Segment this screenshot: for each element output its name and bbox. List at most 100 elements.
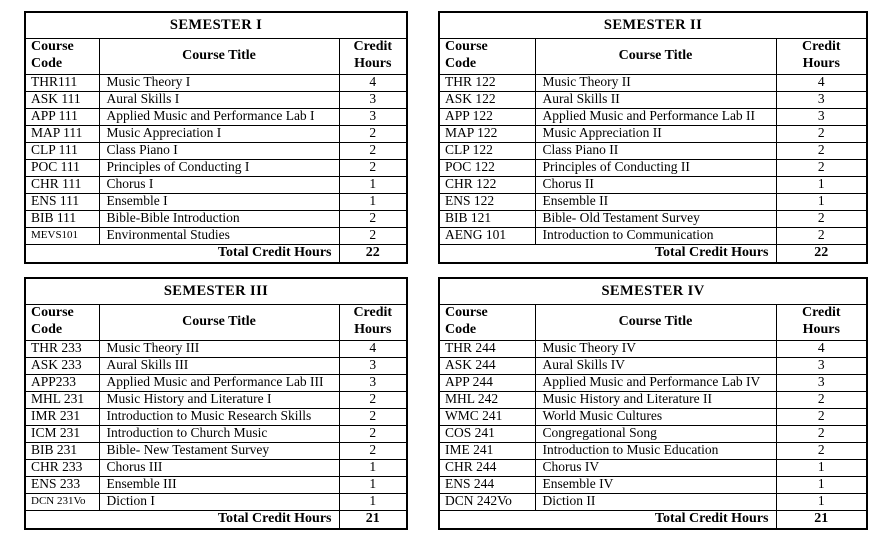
credit-hours-cell: 2 — [775, 124, 868, 143]
credit-hours-cell: 3 — [775, 356, 868, 375]
course-title-cell: Chorus I — [98, 175, 340, 194]
course-title-cell: Applied Music and Performance Lab III — [98, 373, 340, 392]
credit-hours-cell: 2 — [338, 141, 408, 160]
course-row: CLP 122 Class Piano II 2 — [438, 141, 868, 160]
credit-hours-cell: 1 — [338, 175, 408, 194]
course-code-cell: ASK 122 — [438, 90, 536, 109]
column-header-course-title: Course Title — [98, 37, 340, 75]
course-row: IME 241 Introduction to Music Education 2 — [438, 441, 868, 460]
credit-hours-cell: 2 — [338, 124, 408, 143]
column-header-course-code-text: Course Code — [31, 39, 74, 71]
credit-hours-cell: 2 — [338, 390, 408, 409]
course-title-cell: Bible- New Testament Survey — [98, 441, 340, 460]
course-title-cell: Applied Music and Performance Lab I — [98, 107, 340, 126]
credit-hours-cell: 4 — [775, 339, 868, 358]
course-title-cell: Bible-Bible Introduction — [98, 209, 340, 228]
course-title-cell: Chorus II — [534, 175, 777, 194]
credit-hours-cell: 2 — [775, 424, 868, 443]
credit-hours-cell: 2 — [775, 209, 868, 228]
course-row: MHL 242 Music History and Literature II 2 — [438, 390, 868, 409]
course-row: POC 122 Principles of Conducting II 2 — [438, 158, 868, 177]
credit-hours-cell: 3 — [775, 107, 868, 126]
total-credit-hours-label: Total Credit Hours — [438, 243, 777, 264]
column-header-course-code: Course Code — [24, 37, 100, 75]
column-header-credit-hours-text: Credit Hours — [801, 305, 841, 337]
course-title-cell: Introduction to Music Research Skills — [98, 407, 340, 426]
course-title-cell: Chorus IV — [534, 458, 777, 477]
credit-hours-cell: 1 — [775, 458, 868, 477]
course-rows: THR 244 Music Theory IV 4 ASK 244 Aural Skil… — [438, 339, 868, 511]
course-title-cell: Ensemble I — [98, 192, 340, 211]
course-code-cell: APP 111 — [24, 107, 100, 126]
course-title-cell: Music Appreciation II — [534, 124, 777, 143]
course-code-cell: DCN 231Vo — [24, 492, 100, 511]
credit-hours-cell: 2 — [775, 407, 868, 426]
total-row: Total Credit Hours 21 — [438, 509, 868, 530]
table-title-semester-2: SEMESTER II — [438, 11, 868, 39]
credit-hours-cell: 2 — [338, 424, 408, 443]
course-rows: THR111 Music Theory I 4 ASK 111 Aural Skills… — [24, 73, 408, 245]
course-row: CHR 244 Chorus IV 1 — [438, 458, 868, 477]
course-row: APP 244 Applied Music and Performance Lab… — [438, 373, 868, 392]
course-title-cell: Diction II — [534, 492, 777, 511]
course-row: COS 241 Congregational Song 2 — [438, 424, 868, 443]
credit-hours-cell: 1 — [338, 192, 408, 211]
column-header-credit-hours-text: Credit Hours — [801, 39, 841, 71]
course-code-cell: THR 244 — [438, 339, 536, 358]
credit-hours-cell: 3 — [775, 90, 868, 109]
semester-2-table: SEMESTER II Course Code Course Title Cre… — [438, 11, 869, 264]
course-title-cell: Music Theory IV — [534, 339, 777, 358]
credit-hours-cell: 1 — [775, 192, 868, 211]
credit-hours-cell: 3 — [775, 373, 868, 392]
total-credit-hours-label: Total Credit Hours — [24, 243, 340, 264]
course-row: BIB 111 Bible-Bible Introduction 2 — [24, 209, 408, 228]
total-credit-hours-label: Total Credit Hours — [438, 509, 777, 530]
credit-hours-cell: 2 — [338, 209, 408, 228]
course-row: ASK 244 Aural Skills IV 3 — [438, 356, 868, 375]
credit-hours-cell: 2 — [775, 158, 868, 177]
credit-hours-cell: 2 — [338, 158, 408, 177]
course-title-cell: Introduction to Communication — [534, 226, 777, 245]
course-code-cell: ENS 233 — [24, 475, 100, 494]
course-code-cell: CHR 122 — [438, 175, 536, 194]
column-header-course-code-text: Course Code — [31, 305, 74, 337]
course-row: THR 233 Music Theory III 4 — [24, 339, 408, 358]
course-code-cell: POC 111 — [24, 158, 100, 177]
column-header-credit-hours: Credit Hours — [338, 303, 408, 341]
total-credit-hours-value: 21 — [775, 509, 868, 530]
credit-hours-cell: 2 — [775, 141, 868, 160]
course-code-cell: MAP 122 — [438, 124, 536, 143]
course-row: ENS 233 Ensemble III 1 — [24, 475, 408, 494]
table-title-semester-3: SEMESTER III — [24, 277, 408, 305]
course-title-cell: Music Theory III — [98, 339, 340, 358]
course-row: THR 122 Music Theory II 4 — [438, 73, 868, 92]
course-code-cell: IME 241 — [438, 441, 536, 460]
column-header-credit-hours: Credit Hours — [775, 303, 868, 341]
course-row: APP 111 Applied Music and Performance Lab… — [24, 107, 408, 126]
course-row: ICM 231 Introduction to Church Music 2 — [24, 424, 408, 443]
course-row: DCN 242Vo Diction II 1 — [438, 492, 868, 511]
column-header-course-title: Course Title — [534, 37, 777, 75]
total-row: Total Credit Hours 22 — [24, 243, 408, 264]
semester-4-table: SEMESTER IV Course Code Course Title Cre… — [438, 277, 869, 530]
course-row: APP 122 Applied Music and Performance Lab… — [438, 107, 868, 126]
course-code-cell: THR111 — [24, 73, 100, 92]
course-row: IMR 231 Introduction to Music Research Sk… — [24, 407, 408, 426]
column-header-course-code: Course Code — [438, 37, 536, 75]
table-title-semester-1: SEMESTER I — [24, 11, 408, 39]
course-title-cell: Aural Skills I — [98, 90, 340, 109]
course-code-cell: BIB 111 — [24, 209, 100, 228]
course-code-cell: ASK 244 — [438, 356, 536, 375]
course-code-cell: CHR 233 — [24, 458, 100, 477]
course-code-cell: AENG 101 — [438, 226, 536, 245]
course-title-cell: Introduction to Church Music — [98, 424, 340, 443]
credit-hours-cell: 1 — [775, 175, 868, 194]
course-row: WMC 241 World Music Cultures 2 — [438, 407, 868, 426]
course-code-cell: APP 244 — [438, 373, 536, 392]
course-code-cell: IMR 231 — [24, 407, 100, 426]
column-header-course-code: Course Code — [438, 303, 536, 341]
